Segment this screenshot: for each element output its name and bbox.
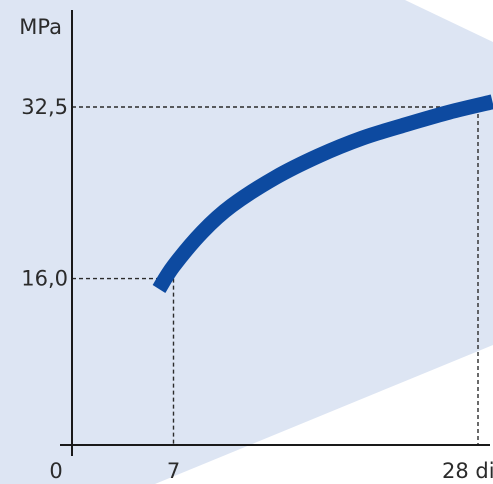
x-tick-label-0: 0 bbox=[49, 459, 62, 483]
y-tick-label-0: 16,0 bbox=[21, 267, 68, 291]
y-axis-label: MPa bbox=[19, 15, 62, 39]
tick-labels: 0 7 28 dias 16,0 32,5 bbox=[21, 95, 493, 483]
strength-curve bbox=[152, 94, 493, 294]
x-tick-label-1: 7 bbox=[167, 459, 180, 483]
y-tick-label-1: 32,5 bbox=[21, 95, 68, 119]
x-tick-label-2: 28 dias bbox=[442, 459, 493, 483]
